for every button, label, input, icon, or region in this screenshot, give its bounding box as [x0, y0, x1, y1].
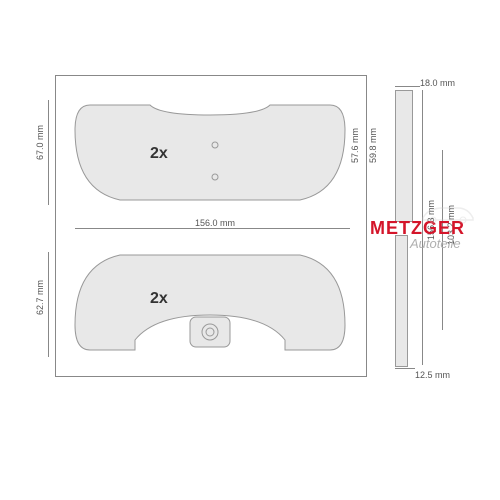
dim-thickness-bottom: 12.5 mm	[415, 370, 450, 380]
brand-car-icon	[418, 200, 478, 225]
dim-line-1	[48, 100, 49, 205]
dim-height-top-inner2: 59.8 mm	[368, 128, 378, 163]
dim-line-2	[48, 252, 49, 357]
dim-height-top-outer: 67.0 mm	[35, 125, 45, 160]
qty-label-bottom: 2x	[150, 290, 168, 308]
brand-subtitle: Autoteile	[410, 236, 461, 251]
qty-label-top: 2x	[150, 145, 168, 163]
dim-thickness-top: 18.0 mm	[420, 78, 455, 88]
brake-pad-top	[70, 95, 350, 210]
diagram-canvas: 2x 2x 67.0 mm 62.7 mm 57.6 mm 59.8 mm 15…	[0, 0, 500, 500]
dim-line-thick1	[395, 86, 420, 87]
dim-line-width	[75, 228, 350, 229]
side-profile-bottom	[395, 235, 408, 367]
dim-line-thick2	[395, 368, 415, 369]
dim-height-bottom: 62.7 mm	[35, 280, 45, 315]
side-profile-top	[395, 90, 413, 222]
brake-pad-bottom	[70, 245, 350, 360]
dim-height-top-inner: 57.6 mm	[350, 128, 360, 163]
dim-width-main: 156.0 mm	[195, 218, 235, 228]
